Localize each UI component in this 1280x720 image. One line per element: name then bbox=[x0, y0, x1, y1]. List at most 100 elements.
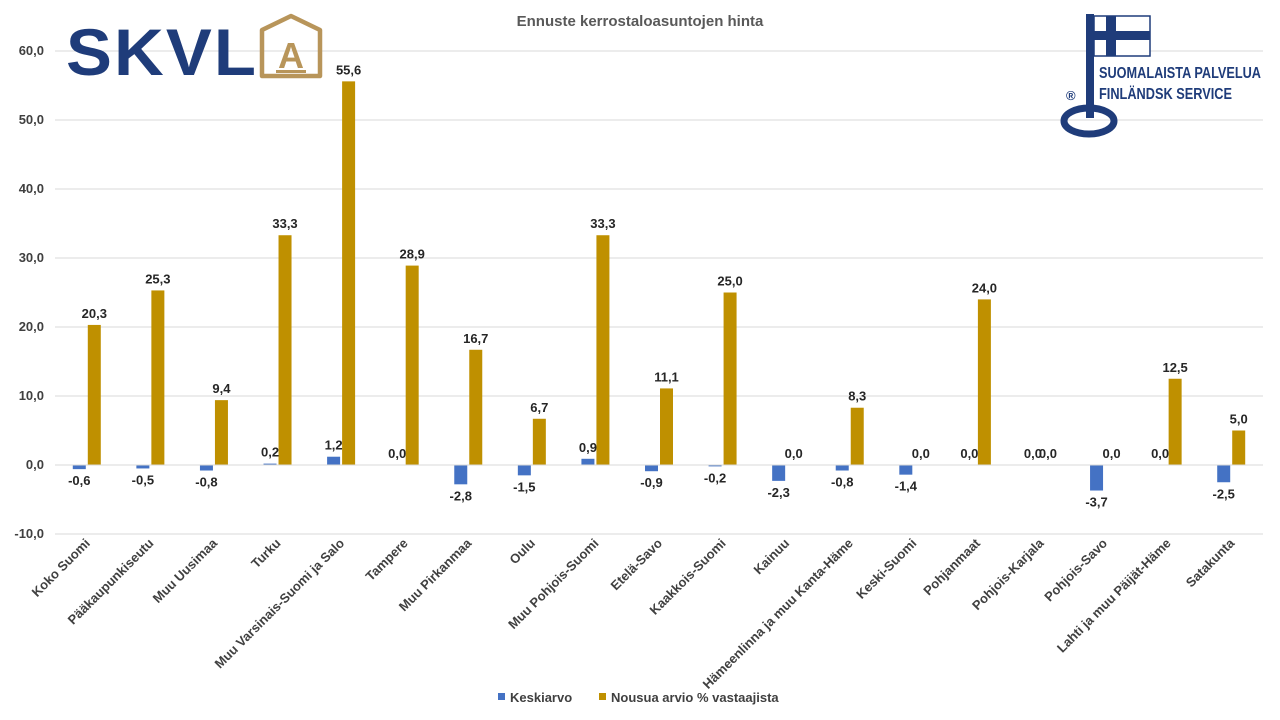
gridlines bbox=[55, 50, 1263, 535]
data-label-nousua: 16,7 bbox=[463, 331, 488, 346]
category-label: Keski-Suomi bbox=[853, 536, 919, 602]
category-label: Tampere bbox=[363, 536, 411, 584]
bar-nousua bbox=[214, 400, 228, 465]
chart-title: Ennuste kerrostaloasuntojen hinta bbox=[517, 13, 764, 30]
data-label-keskiarvo: -0,5 bbox=[132, 472, 154, 487]
bar-keskiarvo bbox=[1217, 465, 1231, 483]
data-label-nousua: 33,3 bbox=[272, 216, 297, 231]
bar-nousua bbox=[660, 388, 673, 465]
skvl-house-icon: A bbox=[259, 13, 323, 79]
data-labels: -0,6 20,3 -0,5 25,3 -0,8 9,4 0,2 33,3 1,2 55,6 0,0… bbox=[68, 62, 1248, 509]
data-label-keskiarvo: -1,5 bbox=[513, 479, 535, 494]
bar-keskiarvo bbox=[835, 465, 849, 471]
bar-keskiarvo bbox=[581, 458, 595, 465]
data-label-keskiarvo: -0,6 bbox=[68, 473, 90, 488]
bar-keskiarvo bbox=[199, 465, 213, 471]
bar-keskiarvo bbox=[645, 465, 658, 472]
data-label-keskiarvo: -1,4 bbox=[895, 479, 918, 494]
data-label-keskiarvo: -2,3 bbox=[767, 485, 789, 500]
y-tick-label: 60,0 bbox=[19, 43, 44, 58]
bar-keskiarvo bbox=[708, 465, 722, 467]
data-label-keskiarvo: -3,7 bbox=[1085, 495, 1107, 510]
key-logo-line2: FINLÄNDSK SERVICE bbox=[1099, 86, 1232, 103]
data-label-keskiarvo: 0,2 bbox=[261, 445, 279, 460]
category-label: Muu Varsinais-Suomi ja Salo bbox=[211, 535, 347, 671]
data-label-nousua: 11,1 bbox=[654, 369, 679, 384]
key-icon bbox=[1060, 14, 1151, 138]
category-label: Muu Uusimaa bbox=[150, 535, 221, 606]
bar-nousua bbox=[87, 324, 101, 465]
data-label-nousua: 6,7 bbox=[530, 400, 548, 415]
data-label-keskiarvo: 0,9 bbox=[579, 440, 597, 455]
data-label-nousua: 20,3 bbox=[82, 306, 107, 321]
category-label: Satakunta bbox=[1183, 535, 1238, 590]
y-axis-ticks: -10,0 0,0 10,0 20,0 30,0 40,0 50,0 60,0 bbox=[14, 43, 44, 541]
skvl-logo: SKVL A bbox=[66, 13, 323, 89]
bar-nousua bbox=[278, 235, 292, 465]
legend-label-nousua: Nousua arvio % vastaajista bbox=[611, 690, 779, 705]
y-tick-label: 30,0 bbox=[19, 250, 44, 265]
data-label-nousua: 33,3 bbox=[590, 216, 615, 231]
data-label-nousua: 25,3 bbox=[145, 271, 170, 286]
bar-nousua bbox=[532, 418, 546, 465]
data-label-nousua: 9,4 bbox=[212, 381, 231, 396]
y-tick-label: 20,0 bbox=[19, 319, 44, 334]
data-label-nousua: 28,9 bbox=[400, 247, 425, 262]
y-tick-label: 10,0 bbox=[19, 388, 44, 403]
data-label-keskiarvo: -0,2 bbox=[704, 470, 726, 485]
category-label: Etelä-Savo bbox=[608, 535, 666, 593]
legend: Keskiarvo Nousua arvio % vastaajista bbox=[498, 690, 779, 705]
skvl-badge-letter: A bbox=[278, 35, 304, 76]
bar-nousua bbox=[151, 290, 165, 465]
bar-keskiarvo bbox=[1090, 465, 1104, 491]
category-label: Pohjois-Savo bbox=[1041, 535, 1110, 604]
y-tick-label: 0,0 bbox=[26, 457, 44, 472]
legend-swatch-keskiarvo bbox=[498, 693, 505, 700]
data-label-keskiarvo: -0,8 bbox=[831, 475, 853, 490]
y-tick-label: -10,0 bbox=[14, 526, 44, 541]
bar-keskiarvo bbox=[136, 465, 150, 469]
bar-nousua bbox=[405, 265, 419, 465]
category-label: Turku bbox=[248, 535, 284, 571]
data-label-nousua: 5,0 bbox=[1230, 412, 1248, 427]
data-label-nousua: 12,5 bbox=[1162, 360, 1187, 375]
registered-mark: ® bbox=[1066, 88, 1076, 103]
bar-keskiarvo bbox=[263, 463, 277, 465]
bar-keskiarvo bbox=[454, 465, 468, 485]
data-label-keskiarvo: 0,0 bbox=[388, 446, 406, 461]
y-tick-label: 50,0 bbox=[19, 112, 44, 127]
data-label-keskiarvo: -0,8 bbox=[195, 475, 217, 490]
bar-nousua bbox=[850, 407, 864, 465]
bar-keskiarvo bbox=[72, 465, 86, 470]
data-label-keskiarvo: 0,0 bbox=[960, 446, 978, 461]
category-label: Kainuu bbox=[751, 535, 793, 577]
data-label-keskiarvo: -2,8 bbox=[450, 488, 472, 503]
bar-nousua bbox=[977, 299, 991, 465]
legend-swatch-nousua bbox=[599, 693, 606, 700]
bar-keskiarvo bbox=[899, 465, 913, 475]
bar-nousua bbox=[469, 349, 483, 465]
bar-keskiarvo bbox=[772, 465, 786, 481]
data-label-nousua: 0,0 bbox=[1103, 446, 1121, 461]
bar-nousua bbox=[596, 235, 610, 465]
bars bbox=[72, 81, 1246, 491]
category-label: Oulu bbox=[506, 535, 538, 567]
bar-nousua bbox=[1232, 430, 1246, 465]
category-label: Pohjanmaat bbox=[920, 535, 983, 598]
data-label-keskiarvo: -0,9 bbox=[640, 475, 662, 490]
data-label-nousua: 0,0 bbox=[912, 446, 930, 461]
category-label: Lahti ja muu Päijät-Häme bbox=[1054, 536, 1174, 656]
bar-nousua bbox=[342, 81, 356, 466]
key-logo-line1: SUOMALAISTA PALVELUA bbox=[1099, 65, 1261, 82]
data-label-nousua: 0,0 bbox=[785, 446, 803, 461]
data-label-keskiarvo: -2,5 bbox=[1213, 486, 1235, 501]
legend-label-keskiarvo: Keskiarvo bbox=[510, 690, 572, 705]
y-tick-label: 40,0 bbox=[19, 181, 44, 196]
data-label-keskiarvo: 0,0 bbox=[1151, 446, 1169, 461]
category-label: Koko Suomi bbox=[29, 536, 93, 600]
data-label-nousua: 55,6 bbox=[336, 62, 361, 77]
data-label-nousua: 0,0 bbox=[1039, 446, 1057, 461]
bar-keskiarvo bbox=[517, 465, 531, 476]
